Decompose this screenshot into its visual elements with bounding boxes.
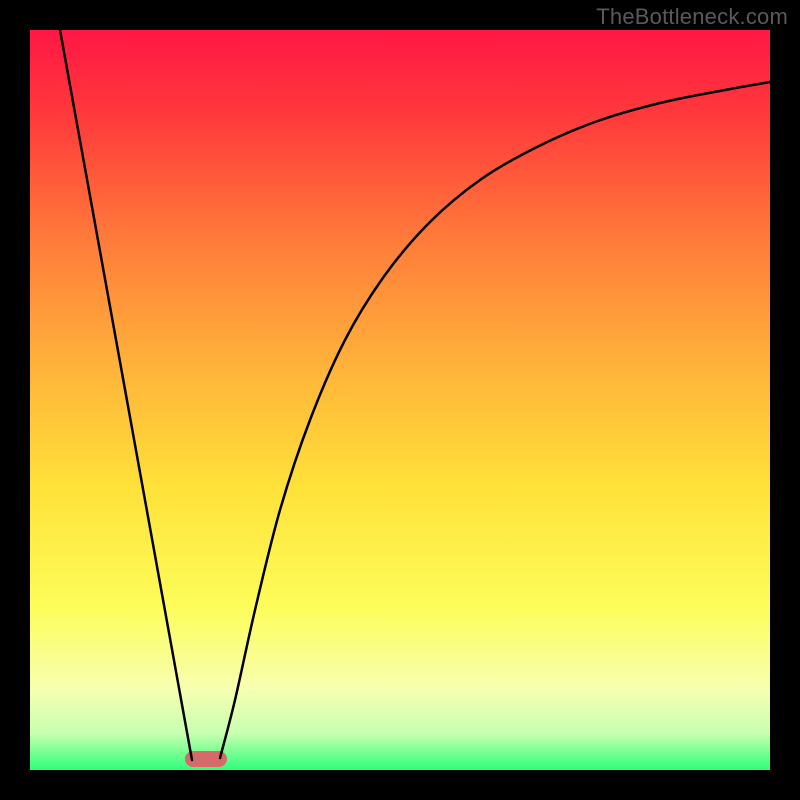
chart-background-gradient — [30, 30, 770, 770]
chart-svg — [0, 0, 800, 800]
watermark-text: TheBottleneck.com — [596, 4, 788, 30]
bottleneck-chart: TheBottleneck.com — [0, 0, 800, 800]
